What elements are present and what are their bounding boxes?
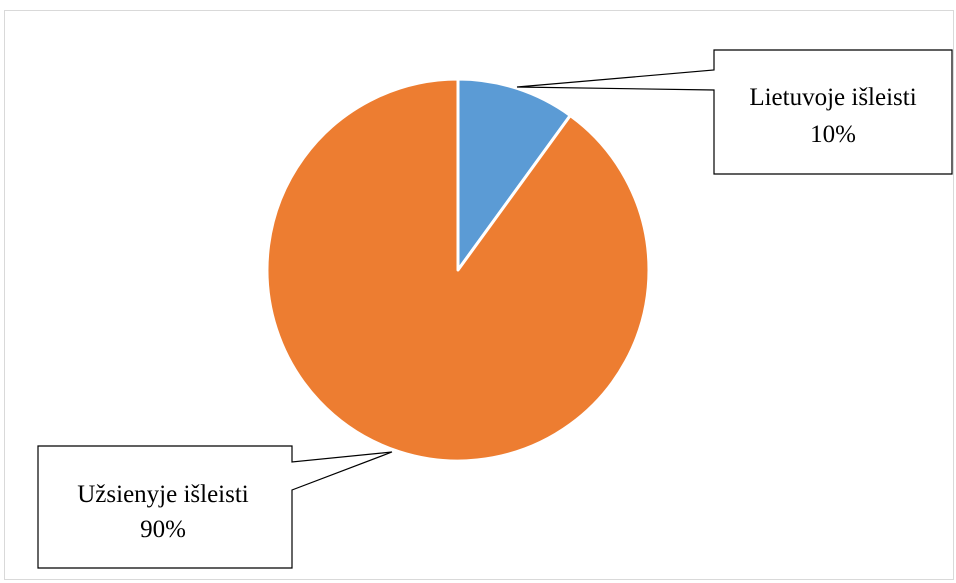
callout-lietuvoje-label: Lietuvoje išleisti: [749, 84, 916, 111]
callout-lietuvoje: Lietuvoje išleisti 10%: [516, 49, 953, 175]
callout-uzsienyje-label: Užsienyje išleisti: [77, 481, 249, 508]
pie-slice-0: [456, 77, 572, 272]
pie-slice-1: [265, 77, 651, 463]
callout-lietuvoje-value: 10%: [810, 121, 856, 148]
callout-uzsienyje: Užsienyje išleisti 90%: [37, 445, 393, 569]
callout-lietuvoje-shape: [516, 49, 953, 175]
callout-uzsienyje-shape: [37, 445, 393, 569]
pie-slices: [265, 77, 651, 463]
callout-uzsienyje-value: 90%: [140, 516, 186, 543]
